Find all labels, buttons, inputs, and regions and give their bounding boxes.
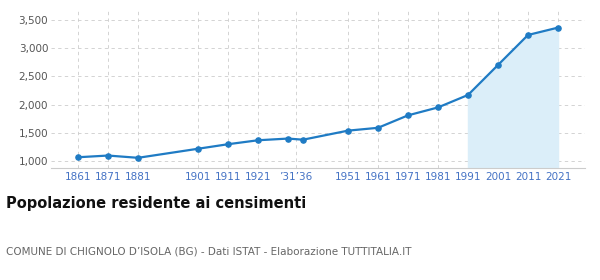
Point [433, 105, 443, 110]
Point [403, 113, 413, 118]
Point [193, 146, 203, 151]
Point [298, 137, 308, 142]
Point [103, 153, 113, 158]
Point [373, 125, 383, 130]
Point [523, 33, 533, 37]
Point [133, 156, 143, 160]
Text: COMUNE DI CHIGNOLO D’ISOLA (BG) - Dati ISTAT - Elaborazione TUTTITALIA.IT: COMUNE DI CHIGNOLO D’ISOLA (BG) - Dati I… [6, 246, 412, 256]
Point [553, 25, 563, 30]
Point [253, 138, 263, 143]
Point [463, 93, 473, 97]
Point [493, 63, 503, 67]
Point [283, 136, 293, 141]
Point [73, 155, 83, 160]
Text: Popolazione residente ai censimenti: Popolazione residente ai censimenti [6, 196, 306, 211]
Point [223, 142, 233, 146]
Point [343, 129, 353, 133]
